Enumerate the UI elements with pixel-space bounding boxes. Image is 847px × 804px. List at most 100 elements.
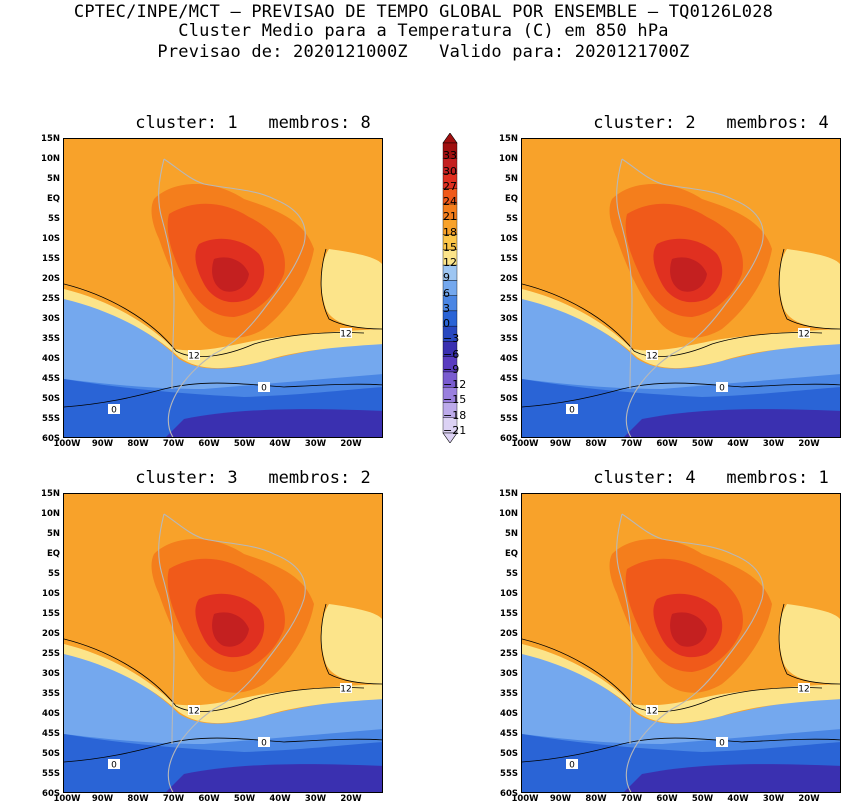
coastline [616,158,764,437]
colorbar-label: 30 [443,164,457,178]
lat-tick-label: 10N [499,509,518,519]
lat-tick-label: 25S [42,294,60,304]
colorbar-label: 15 [443,240,457,254]
contour-0 [522,737,840,763]
members-label: membros: [268,468,351,488]
lat-tick-label: EQ [504,194,518,204]
lat-tick-label: 15N [41,489,60,499]
lat-tick-label: 25S [42,649,60,659]
cluster-number: 3 [227,468,238,488]
panel-title: cluster: 4 membros: 1 [546,468,847,488]
lat-tick-label: 30S [42,314,60,324]
lat-tick-label: 55S [42,769,60,779]
lon-tick-label: 90W [549,439,572,449]
coastline [158,513,306,792]
lon-tick-label: 100W [511,794,539,804]
lat-tick-label: 55S [500,769,518,779]
svg-text:0: 0 [111,406,117,416]
members-label: membros: [268,113,351,133]
lon-tick-label: 40W [269,794,291,804]
lon-tick-label: 40W [269,439,291,449]
lat-tick-label: 35S [500,689,518,699]
svg-text:0: 0 [569,406,575,416]
lon-tick-label: 70W [620,439,643,449]
lon-tick-label: 100W [53,794,81,804]
lat-tick-label: 30S [500,669,518,679]
members-label: membros: [726,468,809,488]
lat-tick-label: 45S [42,374,60,384]
colorbar-label: −12 [443,378,467,392]
lon-tick-label: 20W [340,439,362,449]
contour-label: 12 [798,328,810,340]
svg-text:12: 12 [798,330,809,340]
cluster-number: 1 [227,113,238,133]
lat-tick-label: 10N [499,154,518,164]
lat-tick-label: 15S [42,254,60,264]
cluster-label: cluster: [135,113,218,133]
lon-tick-label: 30W [762,794,785,804]
contour-label: 12 [188,705,200,717]
map-panel-cluster-4: 12 12 0 0 [521,493,841,793]
lat-tick-label: 30S [42,669,60,679]
lat-tick-label: EQ [504,549,518,559]
members-number: 1 [818,468,829,488]
lat-tick-label: 40S [42,709,60,719]
colorbar [442,133,458,443]
contour-12 [320,603,382,685]
contour-label: 0 [258,382,270,394]
header-title: CPTEC/INPE/MCT – PREVISAO DE TEMPO GLOBA… [73,2,774,22]
lat-tick-label: 10S [42,589,60,599]
lon-tick-label: 20W [798,794,820,804]
contour-12 [522,638,823,712]
contour-0 [64,382,382,408]
header-dates: Previsao de: 2020121000Z Valido para: 20… [157,42,690,62]
lat-tick-label: 10S [500,234,518,244]
contour-12 [64,283,365,357]
lat-tick-label: 10S [42,234,60,244]
members-label: membros: [726,113,809,133]
colorbar-label: 0 [443,317,450,331]
coastline [616,513,764,792]
lat-tick-label: 15S [500,609,518,619]
lat-tick-label: 5S [47,214,60,224]
lat-tick-label: 15S [500,254,518,264]
svg-text:0: 0 [261,739,267,749]
colorbar-label: 27 [443,179,457,193]
lat-tick-label: 15S [42,609,60,619]
lat-tick-label: 40S [500,354,518,364]
lat-tick-label: EQ [46,549,60,559]
lat-tick-label: 60S [500,434,518,444]
colorbar-label: −3 [443,332,460,346]
contour-label: 12 [646,350,658,362]
lat-tick-label: 15N [499,489,518,499]
contour-12 [522,283,823,357]
lat-tick-label: 50S [500,749,518,759]
lon-tick-label: 50W [691,439,714,449]
lon-tick-label: 40W [727,794,749,804]
lon-tick-label: 60W [198,439,220,449]
colorbar-label: −18 [443,408,467,422]
contour-12 [778,248,840,330]
svg-text:12: 12 [188,707,199,717]
cluster-number: 4 [685,468,696,488]
lon-tick-label: 20W [798,439,820,449]
lat-tick-label: 10S [500,589,518,599]
lat-tick-label: 20S [42,629,60,639]
cluster-number: 2 [685,113,696,133]
lat-tick-label: 20S [500,629,518,639]
lon-tick-label: 30W [304,794,327,804]
contour-label: 0 [716,382,728,394]
lat-tick-label: 15N [41,134,60,144]
lon-tick-label: 70W [162,794,185,804]
lon-tick-label: 60W [656,794,678,804]
contour-label: 12 [646,705,658,717]
lon-tick-label: 100W [53,439,81,449]
lat-tick-label: 50S [500,394,518,404]
colorbar-label: 21 [443,210,457,224]
colorbar-label: −15 [443,393,467,407]
lat-tick-label: 5S [505,214,518,224]
lat-tick-label: 60S [42,789,60,799]
contour-label: 0 [108,759,120,771]
lon-tick-label: 80W [585,439,607,449]
lat-tick-label: EQ [46,194,60,204]
